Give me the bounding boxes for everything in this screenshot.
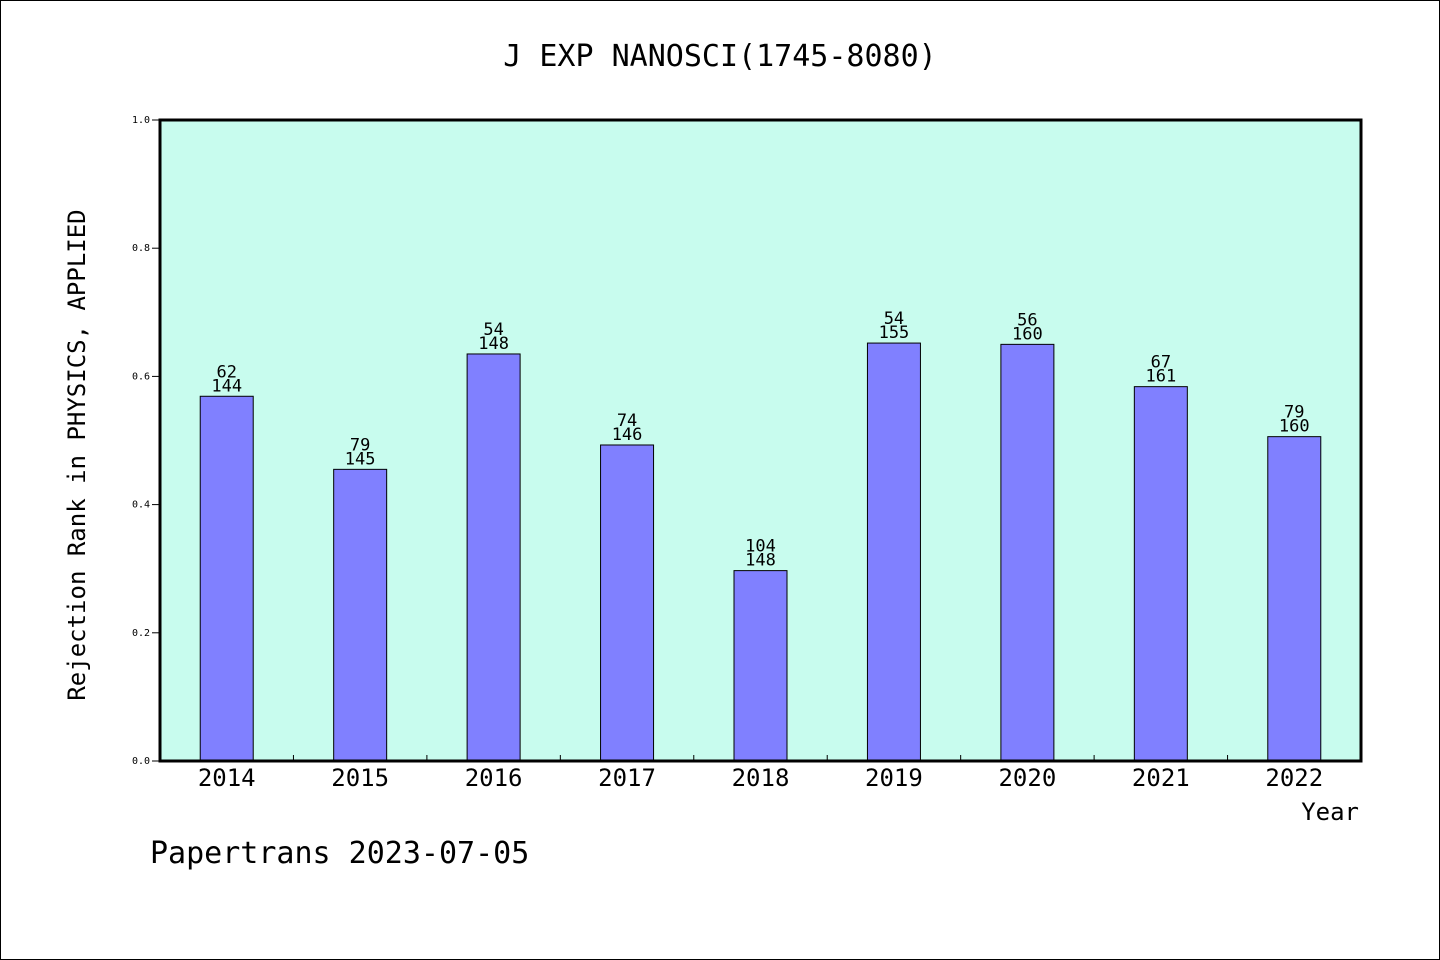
- bar-rank-label: 54: [884, 309, 904, 329]
- x-tick-label: 2014: [198, 764, 256, 792]
- y-tick-label: 0.2: [132, 628, 150, 639]
- x-axis-label: Year: [1301, 798, 1359, 826]
- bar-total-label: 155: [879, 323, 910, 343]
- y-tick-label: 1.0: [132, 115, 150, 126]
- bar-2021: [1133, 386, 1188, 762]
- y-axis-label: Rejection Rank in PHYSICS, APPLIED: [63, 209, 91, 700]
- bar-2019: [866, 342, 921, 762]
- bar-2015: [333, 468, 388, 762]
- bar-total-label: 144: [211, 376, 242, 396]
- bar-total-label: 161: [1145, 367, 1176, 387]
- bar-rank-label: 56: [1017, 310, 1037, 330]
- x-tick-label: 2018: [732, 764, 790, 792]
- bar-2020: [1000, 343, 1055, 762]
- plot-border: [158, 118, 1363, 763]
- y-tick-label: 0.6: [132, 371, 150, 382]
- bar-2014: [199, 395, 254, 762]
- chart-title: J EXP NANOSCI(1745-8080): [503, 39, 936, 74]
- x-tick-label: 2017: [598, 764, 656, 792]
- bar-total-label: 148: [478, 334, 509, 354]
- bar-2022: [1267, 436, 1322, 762]
- x-tick-label: 2021: [1132, 764, 1190, 792]
- bar-total-label: 160: [1279, 417, 1310, 437]
- x-tick-label: 2020: [998, 764, 1056, 792]
- bar-rank-label: 104: [745, 537, 776, 557]
- bar-total-label: 148: [745, 551, 776, 571]
- bar-2016: [466, 353, 521, 762]
- footer-text: Papertrans 2023-07-05: [150, 836, 529, 871]
- x-tick-label: 2019: [865, 764, 923, 792]
- x-tick-label: 2016: [465, 764, 523, 792]
- bar-total-label: 160: [1012, 324, 1043, 344]
- bar-total-label: 145: [345, 449, 376, 469]
- x-tick-label: 2015: [331, 764, 389, 792]
- y-tick-label: 0.4: [132, 500, 150, 511]
- bar-rank-label: 62: [216, 362, 236, 382]
- bar-2018: [733, 570, 788, 762]
- bar-2017: [600, 444, 655, 762]
- bar-rank-label: 54: [483, 320, 503, 340]
- x-tick-label: 2022: [1265, 764, 1323, 792]
- y-tick-label: 0.8: [132, 243, 150, 254]
- y-tick-label: 0.0: [132, 756, 150, 767]
- bar-rank-label: 67: [1151, 353, 1171, 373]
- bar-rank-label: 79: [1284, 403, 1304, 423]
- bar-rank-label: 74: [617, 411, 637, 431]
- bar-rank-label: 79: [350, 435, 370, 455]
- bar-total-label: 146: [612, 425, 643, 445]
